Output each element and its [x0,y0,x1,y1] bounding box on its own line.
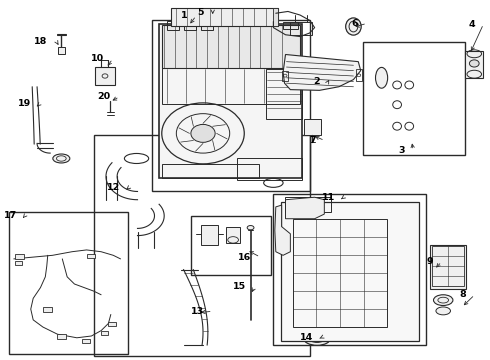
Bar [15,253,24,259]
Text: 4: 4 [468,19,475,28]
Text: 17: 17 [3,211,17,220]
Bar [162,164,259,178]
Ellipse shape [434,295,453,306]
Bar [191,216,271,275]
Text: 6: 6 [352,19,358,28]
Text: 14: 14 [300,333,314,342]
Bar [285,197,331,212]
Bar [465,51,484,78]
Text: 10: 10 [91,54,104,63]
Polygon shape [275,205,291,255]
Bar [94,135,310,356]
Bar [184,22,196,31]
Text: 18: 18 [34,37,48,46]
Text: 5: 5 [197,8,204,17]
Bar [162,68,300,104]
Bar [237,158,302,180]
Bar [356,69,362,81]
Polygon shape [283,54,361,90]
Bar [293,220,388,327]
Ellipse shape [314,336,320,341]
Bar [282,71,288,81]
Bar [304,119,321,135]
Bar [15,261,22,265]
Bar [432,246,464,286]
Circle shape [191,125,215,142]
Ellipse shape [304,332,330,345]
Bar [9,212,128,354]
Bar [200,22,213,31]
Text: 9: 9 [426,257,433,266]
Bar [167,22,179,31]
Bar [57,334,66,338]
Text: 15: 15 [233,282,245,291]
Text: 7: 7 [310,136,316,145]
Ellipse shape [469,60,479,67]
Text: 3: 3 [398,146,404,155]
Bar [101,330,108,335]
Bar [108,321,116,326]
Bar [159,24,302,178]
Bar [266,69,302,119]
Bar [201,225,218,244]
Text: 12: 12 [107,183,121,192]
Text: 11: 11 [322,193,335,202]
Ellipse shape [53,154,70,163]
Bar [162,25,300,68]
Bar [363,42,465,155]
Bar [58,47,65,54]
Bar [226,227,240,243]
Bar [291,22,312,35]
Bar [152,21,310,191]
Bar [430,244,466,289]
Text: 13: 13 [191,307,204,316]
Bar [281,202,419,341]
Bar [87,253,95,258]
Bar [283,22,297,30]
Bar [273,194,426,345]
Bar [43,307,51,312]
Bar [172,8,278,26]
Polygon shape [286,197,324,219]
Text: 2: 2 [313,77,319,86]
Text: 19: 19 [18,99,31,108]
Text: 16: 16 [238,253,251,262]
Ellipse shape [247,226,254,230]
Text: 8: 8 [459,290,466,299]
Bar [82,339,91,343]
Ellipse shape [436,307,450,315]
Bar [273,8,278,26]
Text: 1: 1 [181,11,188,20]
Ellipse shape [375,67,388,88]
Bar [95,67,115,85]
Text: 20: 20 [98,92,111,101]
Ellipse shape [345,18,361,35]
